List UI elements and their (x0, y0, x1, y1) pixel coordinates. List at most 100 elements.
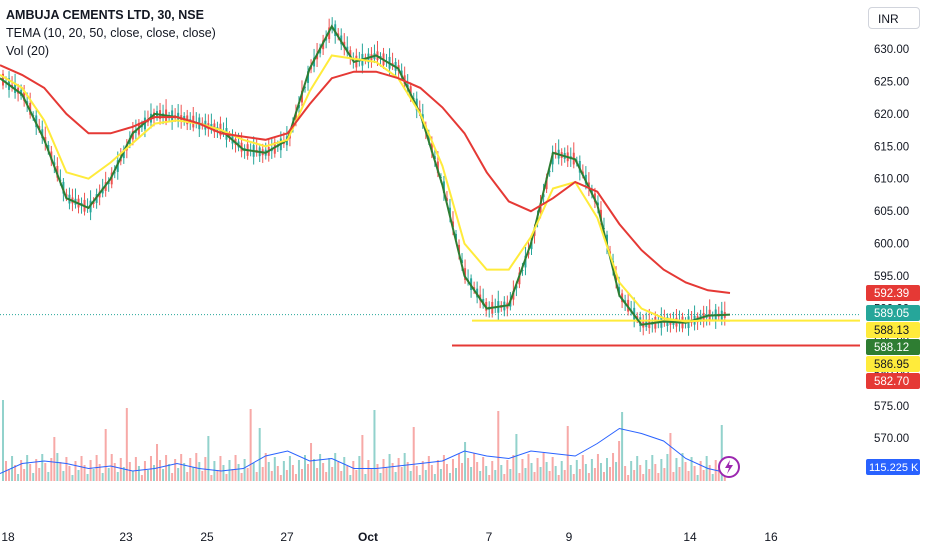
volume-bar (557, 475, 560, 481)
currency-button[interactable]: INR (868, 7, 920, 29)
x-tick-label: 25 (200, 530, 214, 544)
volume-bar (497, 411, 500, 481)
volume-bar (518, 473, 521, 481)
volume-bar (424, 470, 427, 481)
price-tag-label: 588.13 (874, 325, 909, 337)
price-tag-label: 582.70 (874, 376, 909, 388)
volume-bar (521, 459, 524, 481)
volume-bar (334, 453, 337, 481)
symbol-title[interactable]: AMBUJA CEMENTS LTD, 30, NSE (6, 8, 204, 22)
candle-body (521, 269, 524, 271)
volume-bar (261, 467, 264, 481)
volume-bar (473, 453, 476, 481)
volume-bar (367, 460, 370, 481)
volume-bar (391, 463, 394, 481)
lightning-icon[interactable] (718, 456, 740, 478)
volume-bar (291, 465, 294, 481)
volume-bar (379, 473, 382, 481)
time-axis: 18 23 25 27 Oct 7 9 14 16 (1, 530, 778, 544)
volume-bar (421, 461, 424, 481)
volume-bar (222, 465, 225, 481)
volume-bar (282, 461, 285, 481)
volume-bar (225, 474, 228, 481)
volume-bar (189, 458, 192, 481)
volume-bar (171, 473, 174, 481)
volume-bar (29, 464, 32, 481)
volume-bar (711, 474, 714, 481)
volume-bar (89, 460, 92, 481)
volume-bar (672, 472, 675, 481)
volume-bar (146, 470, 149, 481)
volume-bar (448, 473, 451, 481)
volume-bar (165, 455, 168, 481)
volume-bar (439, 469, 442, 481)
volume-bar (500, 465, 503, 481)
x-tick-label: 9 (566, 530, 573, 544)
volume-bar (476, 462, 479, 481)
volume-bar (2, 400, 4, 481)
volume-bar (119, 458, 122, 481)
volume-bar (370, 469, 373, 481)
volume-bar (216, 470, 219, 481)
y-tick-label: 620.00 (874, 109, 909, 121)
volume-bar (687, 471, 690, 481)
volume-bar (578, 469, 581, 481)
volume-bar (560, 461, 563, 481)
volume-bar (503, 474, 506, 481)
volume-bar (83, 465, 86, 481)
y-tick-label: 595.00 (874, 271, 909, 283)
volume-bar (258, 428, 261, 481)
volume-bar (621, 412, 624, 481)
volume-bar (140, 475, 143, 481)
volume-bar (418, 475, 421, 481)
volume-bar (587, 473, 590, 481)
volume-bar (270, 471, 273, 481)
price-tag-label: 589.05 (874, 308, 909, 320)
volume-bar (192, 467, 195, 481)
volume-bar (71, 475, 74, 481)
volume-bar (593, 468, 596, 481)
volume-bars (2, 400, 726, 481)
volume-bar (210, 475, 213, 481)
volume-bar (451, 459, 454, 481)
volume-bar (654, 464, 657, 481)
volume-bar (337, 462, 340, 481)
volume-bar (294, 474, 297, 481)
volume-bar (551, 457, 554, 481)
volume-bar (545, 462, 548, 481)
volume-bar (699, 461, 702, 481)
volume-bar (92, 469, 95, 481)
volume-bar (485, 466, 488, 481)
axis-bg (860, 0, 932, 520)
volume-bar (382, 459, 385, 481)
volume-bar (693, 466, 696, 481)
horizontal-lines (0, 314, 860, 347)
bolt-glyph (725, 460, 733, 474)
volume-bar (276, 466, 279, 481)
volume-bar (355, 470, 358, 481)
volume-bar (56, 453, 59, 481)
volume-bar (304, 455, 306, 481)
candle-body (304, 86, 306, 88)
volume-bar (400, 467, 403, 481)
volume-bar (385, 468, 388, 481)
volume-bar (512, 455, 515, 481)
volume-legend[interactable]: Vol (20) (6, 44, 50, 58)
volume-bar (636, 456, 639, 481)
candle-body (464, 268, 467, 280)
candle-body (113, 172, 116, 174)
tema-legend[interactable]: TEMA (10, 20, 50, close, close, close) (6, 26, 216, 40)
volume-bar (156, 444, 159, 481)
volume-bar (657, 473, 660, 481)
price-tag-label: 586.95 (874, 359, 909, 371)
volume-bar (445, 464, 448, 481)
volume-bar (690, 457, 693, 481)
volume-bar (8, 470, 11, 481)
volume-bar (77, 470, 80, 481)
volume-bar (584, 464, 587, 481)
volume-bar (464, 442, 467, 481)
volume-bar (110, 454, 113, 481)
volume-bar (394, 472, 397, 481)
